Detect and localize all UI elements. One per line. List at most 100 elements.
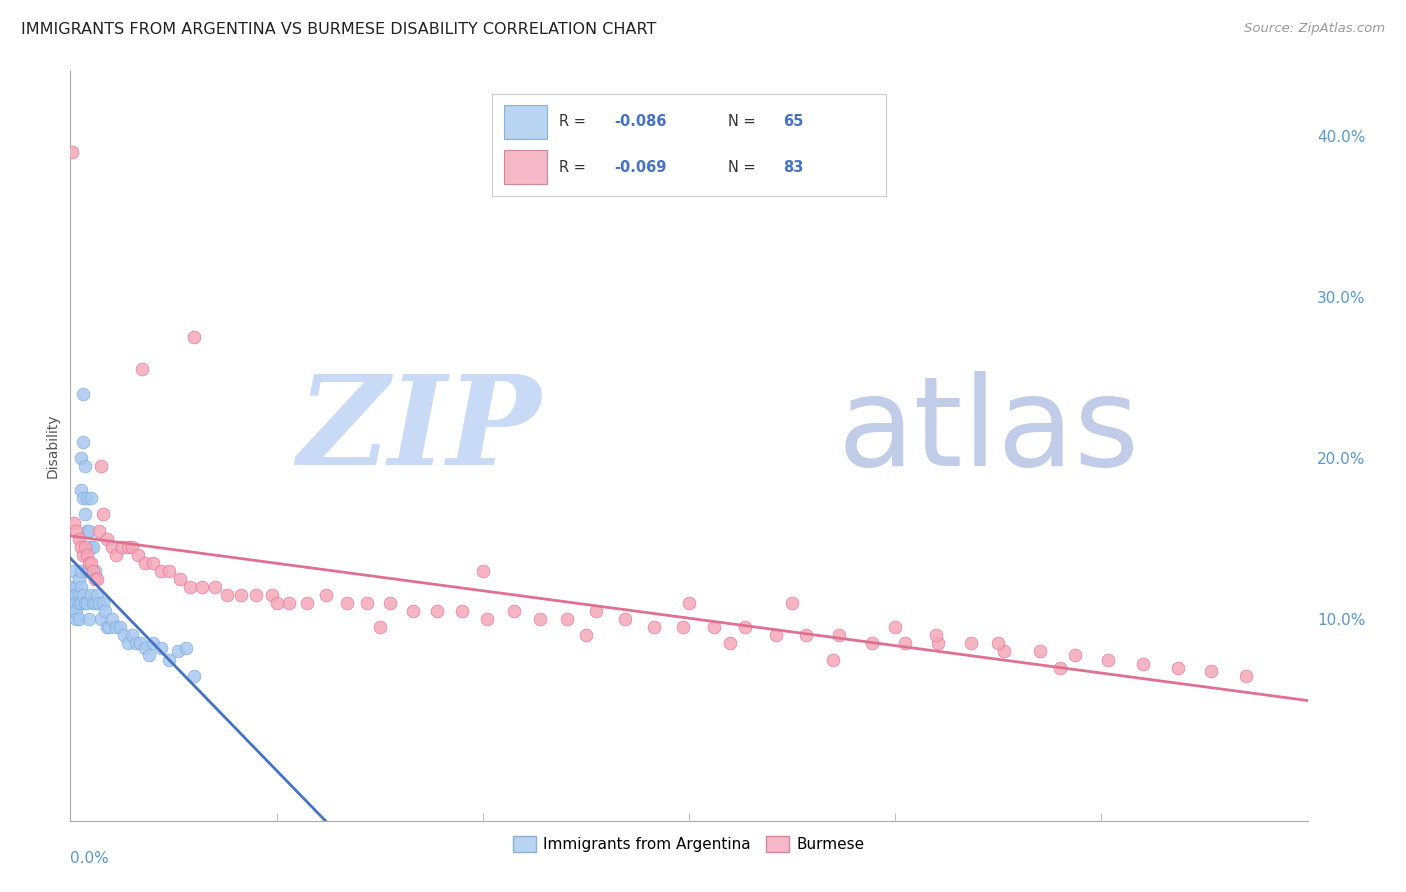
Point — [77, 556, 100, 570]
Point — [72, 548, 94, 562]
Point — [63, 516, 86, 530]
Point — [80, 491, 103, 506]
Point — [780, 596, 803, 610]
Point — [72, 588, 94, 602]
Point — [191, 580, 214, 594]
Point — [76, 548, 98, 562]
Point — [1049, 660, 1071, 674]
Point — [60, 580, 83, 594]
Point — [862, 636, 884, 650]
Point — [76, 491, 98, 506]
Point — [121, 540, 143, 554]
Point — [90, 459, 112, 474]
Point — [76, 596, 98, 610]
Point — [76, 524, 98, 538]
Point — [111, 540, 134, 554]
Point — [65, 596, 87, 610]
Point — [368, 620, 391, 634]
Point — [672, 620, 695, 634]
Point — [297, 596, 319, 610]
Point — [134, 641, 156, 656]
Point — [157, 652, 180, 666]
Point — [231, 588, 253, 602]
Y-axis label: Disability: Disability — [45, 414, 59, 478]
Text: R =: R = — [560, 160, 591, 175]
Point — [142, 556, 165, 570]
Point — [80, 540, 103, 554]
Point — [142, 636, 165, 650]
Point — [69, 564, 91, 578]
Point — [1167, 660, 1189, 674]
Point — [150, 564, 173, 578]
Point — [426, 604, 449, 618]
Point — [1028, 644, 1050, 658]
Point — [765, 628, 787, 642]
Point — [183, 330, 205, 344]
Text: -0.086: -0.086 — [614, 114, 666, 129]
Point — [150, 641, 173, 656]
Point — [1234, 668, 1257, 682]
Point — [127, 548, 149, 562]
Point — [378, 596, 401, 610]
Bar — [503, 105, 547, 139]
Point — [157, 564, 180, 578]
Point — [73, 459, 96, 474]
Point — [73, 596, 96, 610]
Point — [73, 540, 96, 554]
Point — [69, 540, 91, 554]
Point — [76, 564, 98, 578]
Point — [72, 386, 94, 401]
Point — [69, 580, 91, 594]
Point — [502, 604, 524, 618]
Point — [82, 540, 104, 554]
Point — [884, 620, 907, 634]
Point — [60, 596, 83, 610]
Point — [89, 524, 111, 538]
Point — [166, 644, 188, 658]
Text: atlas: atlas — [838, 370, 1139, 491]
Point — [131, 362, 153, 376]
Point — [555, 612, 578, 626]
Point — [63, 588, 86, 602]
Point — [1097, 652, 1119, 666]
Point — [475, 612, 498, 626]
Point — [84, 596, 107, 610]
Legend: Immigrants from Argentina, Burmese: Immigrants from Argentina, Burmese — [506, 830, 872, 858]
Text: 0.0%: 0.0% — [70, 851, 110, 865]
Point — [125, 636, 148, 650]
Point — [1063, 648, 1085, 662]
Point — [69, 596, 91, 610]
Text: R =: R = — [560, 114, 591, 129]
Point — [80, 556, 103, 570]
Point — [69, 451, 91, 466]
Text: Source: ZipAtlas.com: Source: ZipAtlas.com — [1244, 22, 1385, 36]
Point — [245, 588, 267, 602]
Point — [129, 636, 152, 650]
Point — [65, 588, 87, 602]
Point — [927, 636, 949, 650]
Text: ZIP: ZIP — [297, 370, 540, 491]
Point — [89, 596, 111, 610]
Point — [67, 612, 90, 626]
Point — [69, 483, 91, 498]
Point — [336, 596, 359, 610]
Point — [63, 604, 86, 618]
Point — [72, 434, 94, 449]
Point — [80, 588, 103, 602]
Point — [643, 620, 665, 634]
Point — [575, 628, 598, 642]
Point — [529, 612, 551, 626]
Text: N =: N = — [728, 114, 761, 129]
Text: IMMIGRANTS FROM ARGENTINA VS BURMESE DISABILITY CORRELATION CHART: IMMIGRANTS FROM ARGENTINA VS BURMESE DIS… — [21, 22, 657, 37]
Point — [60, 604, 83, 618]
Point — [960, 636, 983, 650]
Point — [138, 648, 160, 662]
Point — [98, 620, 121, 634]
Point — [96, 532, 118, 546]
Point — [86, 572, 108, 586]
Bar — [503, 150, 547, 184]
Point — [73, 508, 96, 522]
Point — [65, 612, 87, 626]
Point — [67, 596, 90, 610]
Point — [94, 604, 117, 618]
